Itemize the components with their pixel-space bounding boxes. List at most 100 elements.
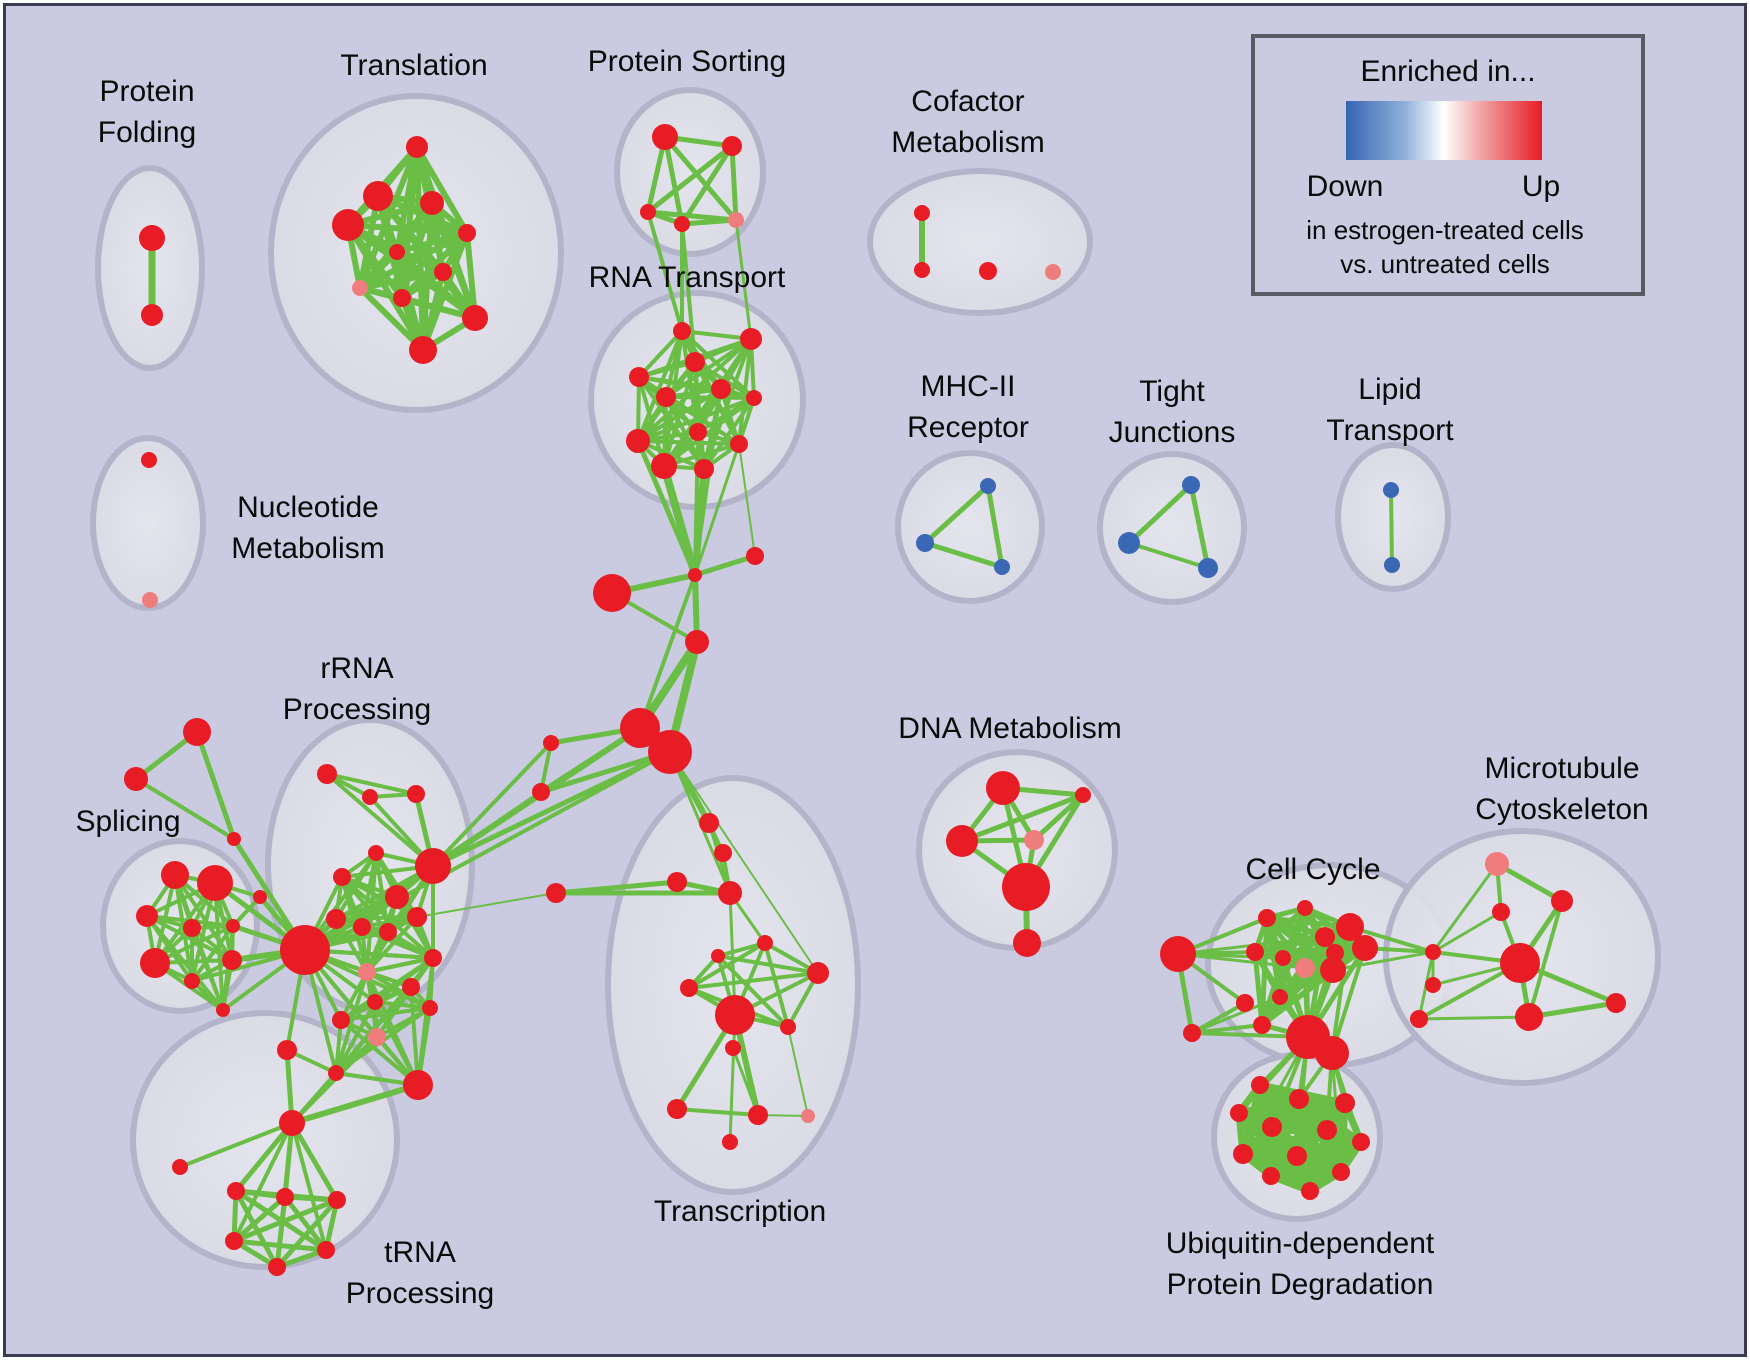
edge [1188, 482, 1211, 571]
cluster-cofactor-metabolism-label-line-1: Metabolism [891, 126, 1044, 159]
gene-set-node [332, 209, 364, 241]
edge [365, 915, 419, 974]
edge [1417, 1015, 1531, 1021]
edge [339, 1018, 420, 1087]
gene-set-node [532, 783, 550, 801]
gene-set-node [1425, 944, 1441, 960]
gene-set-node [914, 262, 930, 278]
edge [738, 443, 756, 557]
gene-set-node [914, 205, 930, 221]
gene-set-node [1013, 929, 1041, 957]
gene-set-node [216, 1003, 230, 1017]
gene-set-node [268, 1258, 286, 1276]
gene-set-node [1262, 1117, 1282, 1137]
gene-set-node [172, 1159, 188, 1175]
gene-set-node [326, 909, 346, 929]
gene-set-node [363, 181, 393, 211]
edge [637, 375, 706, 471]
gene-set-node [253, 890, 267, 904]
edge [680, 329, 756, 400]
gene-set-node [183, 718, 211, 746]
gene-set-node [1492, 903, 1510, 921]
cluster-lipid-transport-label-line-1: Transport [1326, 414, 1454, 447]
gene-set-node [1410, 1010, 1428, 1028]
gene-set-node [368, 845, 384, 861]
gene-set-node [757, 935, 773, 951]
edge [357, 249, 400, 291]
gene-set-node [807, 962, 829, 984]
gene-set-node [748, 1105, 768, 1125]
edge [334, 917, 369, 974]
legend-title: Enriched in... [1360, 55, 1535, 88]
edge [538, 749, 673, 795]
edge [1348, 925, 1435, 954]
gene-set-node [333, 868, 351, 886]
gene-set-node [409, 336, 437, 364]
edge [638, 573, 697, 730]
gene-set-node [1315, 927, 1335, 947]
edge [134, 777, 236, 841]
gene-set-node [277, 1040, 297, 1060]
edge [1252, 949, 1265, 1028]
gene-set-node [711, 949, 725, 963]
gene-set-node [1301, 1182, 1319, 1200]
edge [357, 285, 426, 353]
edge [1526, 1000, 1619, 1020]
gene-set-node [1515, 1003, 1543, 1031]
cluster-protein-folding-label-line-0: Protein [99, 75, 194, 108]
gene-set-node [226, 919, 240, 933]
gene-set-node [227, 832, 241, 846]
gene-set-node [422, 1000, 438, 1016]
edge [464, 230, 478, 321]
cluster-rna-transport-label-line-0: RNA Transport [589, 261, 786, 294]
gene-set-node [328, 1191, 346, 1209]
gene-set-node [699, 813, 719, 833]
gene-set-node [1246, 943, 1264, 961]
gene-set-node [673, 322, 691, 340]
network-nodes [124, 124, 1626, 1276]
edge [922, 540, 1005, 570]
gene-set-node [714, 844, 732, 862]
gene-set-node [332, 1011, 350, 1029]
edge [145, 914, 234, 962]
gene-set-node [1075, 787, 1091, 803]
edge [636, 387, 723, 443]
gene-set-node [385, 885, 409, 909]
gene-set-node [1182, 476, 1200, 494]
cluster-mhc-ii-receptor-label-line-0: MHC-II [921, 370, 1016, 403]
gene-set-node [1425, 977, 1441, 993]
gene-set-node [462, 305, 488, 331]
gene-set-node [1160, 936, 1196, 972]
edge [1267, 1138, 1365, 1180]
edge [231, 1194, 288, 1244]
edge [334, 970, 369, 1075]
gene-set-node [946, 825, 978, 857]
gene-set-node [1275, 950, 1291, 966]
edge [731, 1046, 760, 1117]
cluster-splicing-label-line-0: Splicing [75, 805, 180, 838]
gene-set-node [136, 905, 158, 927]
gene-set-node [328, 1065, 344, 1081]
edge [687, 971, 820, 990]
gene-set-node [640, 204, 656, 220]
legend-gradient-bar [1346, 101, 1542, 160]
gene-set-node [1352, 935, 1378, 961]
gene-set-node [403, 1070, 433, 1100]
edge [645, 143, 735, 215]
edge [985, 483, 1005, 570]
gene-set-node [368, 1028, 386, 1046]
gene-set-node [317, 764, 337, 784]
edge [662, 396, 756, 468]
edge [729, 143, 739, 223]
edge [1331, 950, 1435, 972]
gene-set-node [620, 708, 660, 748]
gene-set-node [141, 452, 157, 468]
cluster-mhc-ii-receptor-ellipse [895, 450, 1045, 604]
edge [334, 1000, 377, 1075]
edge [693, 442, 741, 577]
gene-set-node [994, 559, 1010, 575]
edge [662, 442, 741, 468]
gene-set-node [1332, 1163, 1350, 1181]
edge [339, 1006, 432, 1022]
gene-set-node [651, 453, 677, 479]
